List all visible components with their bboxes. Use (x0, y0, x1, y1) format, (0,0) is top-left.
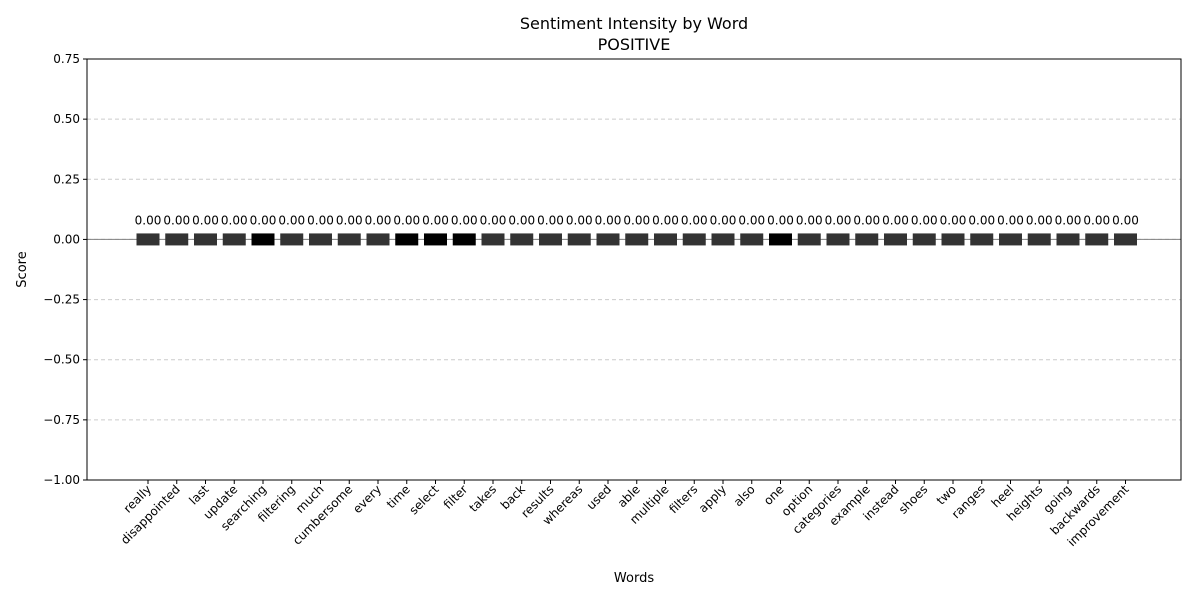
data-label: 0.00 (1026, 213, 1053, 227)
y-axis-label: Score (15, 251, 30, 287)
data-label: 0.00 (968, 213, 995, 227)
data-label: 0.00 (250, 213, 277, 227)
data-label: 0.00 (451, 213, 478, 227)
bar (912, 233, 936, 246)
bars (136, 233, 1137, 246)
data-label: 0.00 (853, 213, 880, 227)
x-tick-label: takes (466, 482, 499, 515)
bar (1114, 233, 1137, 246)
data-label: 0.00 (825, 213, 852, 227)
x-tick-label: used (584, 482, 614, 512)
bar (1085, 233, 1109, 246)
y-tick-label: 0.00 (53, 232, 80, 246)
data-label: 0.00 (911, 213, 938, 227)
bar (1027, 233, 1051, 246)
bar (194, 233, 217, 246)
bar (510, 233, 534, 246)
bar (999, 233, 1022, 246)
grid-lines (87, 58, 1181, 481)
x-tick-label: also (731, 482, 758, 509)
bar (481, 233, 505, 246)
data-label: 0.00 (393, 213, 420, 227)
y-tick-label: 0.75 (53, 52, 80, 66)
bar (740, 233, 764, 246)
data-label: 0.00 (595, 213, 622, 227)
data-label: 0.00 (365, 213, 392, 227)
bar (165, 233, 189, 246)
bar (826, 233, 850, 246)
x-tick-label: every (350, 482, 384, 516)
data-label: 0.00 (997, 213, 1024, 227)
bar (222, 233, 246, 246)
data-label: 0.00 (135, 213, 162, 227)
y-tick-label: −1.00 (43, 473, 80, 487)
data-label: 0.00 (537, 213, 564, 227)
data-label: 0.00 (1112, 213, 1139, 227)
data-label: 0.00 (221, 213, 248, 227)
data-label: 0.00 (623, 213, 650, 227)
data-label: 0.00 (710, 213, 737, 227)
bar (424, 233, 447, 246)
chart-title: Sentiment Intensity by Word (520, 14, 748, 33)
bar (395, 233, 419, 246)
bar (136, 233, 160, 246)
x-tick-label: apply (696, 482, 729, 515)
data-label: 0.00 (796, 213, 823, 227)
data-label: 0.00 (566, 213, 593, 227)
data-label: 0.00 (940, 213, 967, 227)
data-label: 0.00 (422, 213, 449, 227)
bar (682, 233, 706, 246)
y-axis-ticks: −1.00 −0.75 −0.50 −0.25 0.00 0.25 0.50 0.75 (43, 52, 87, 487)
plot-frame (86, 58, 1182, 481)
bar (280, 233, 304, 246)
y-tick-label: 0.25 (53, 172, 80, 186)
data-label: 0.00 (307, 213, 334, 227)
data-label: 0.00 (508, 213, 535, 227)
data-label: 0.00 (767, 213, 794, 227)
data-label: 0.00 (652, 213, 679, 227)
bar (596, 233, 620, 246)
bar (654, 233, 677, 246)
data-label: 0.00 (192, 213, 219, 227)
x-axis-label: Words (614, 571, 654, 586)
y-tick-label: 0.50 (53, 112, 80, 126)
data-label: 0.00 (163, 213, 190, 227)
bar (539, 233, 562, 246)
data-labels: 0.00 0.00 0.00 0.00 0.00 0.00 0.00 0.00 0.00 0.00… (135, 213, 1139, 227)
data-label: 0.00 (336, 213, 363, 227)
chart-subtitle: POSITIVE (598, 35, 671, 54)
bar (309, 233, 332, 246)
y-tick-label: −0.25 (43, 293, 80, 307)
bar (567, 233, 591, 246)
y-tick-label: −0.75 (43, 413, 80, 427)
data-label: 0.00 (1055, 213, 1082, 227)
x-tick-label: filters (666, 482, 700, 516)
x-tick-label: filter (441, 482, 471, 512)
bar (711, 233, 735, 246)
bar (337, 233, 361, 246)
data-label: 0.00 (882, 213, 909, 227)
bar (941, 233, 965, 246)
data-label: 0.00 (681, 213, 708, 227)
data-label: 0.00 (480, 213, 507, 227)
bar (855, 233, 879, 246)
bar (884, 233, 907, 246)
x-tick-label: select (407, 482, 442, 517)
bar (366, 233, 390, 246)
bar (1056, 233, 1080, 246)
data-label: 0.00 (738, 213, 765, 227)
data-label: 0.00 (1083, 213, 1110, 227)
bar (769, 233, 792, 246)
x-tick-label: shoes (896, 482, 931, 517)
bar (797, 233, 821, 246)
y-tick-label: −0.50 (43, 353, 80, 367)
bar (452, 233, 476, 246)
bar (251, 233, 275, 246)
bar (970, 233, 994, 246)
bar (625, 233, 649, 246)
data-label: 0.00 (278, 213, 305, 227)
